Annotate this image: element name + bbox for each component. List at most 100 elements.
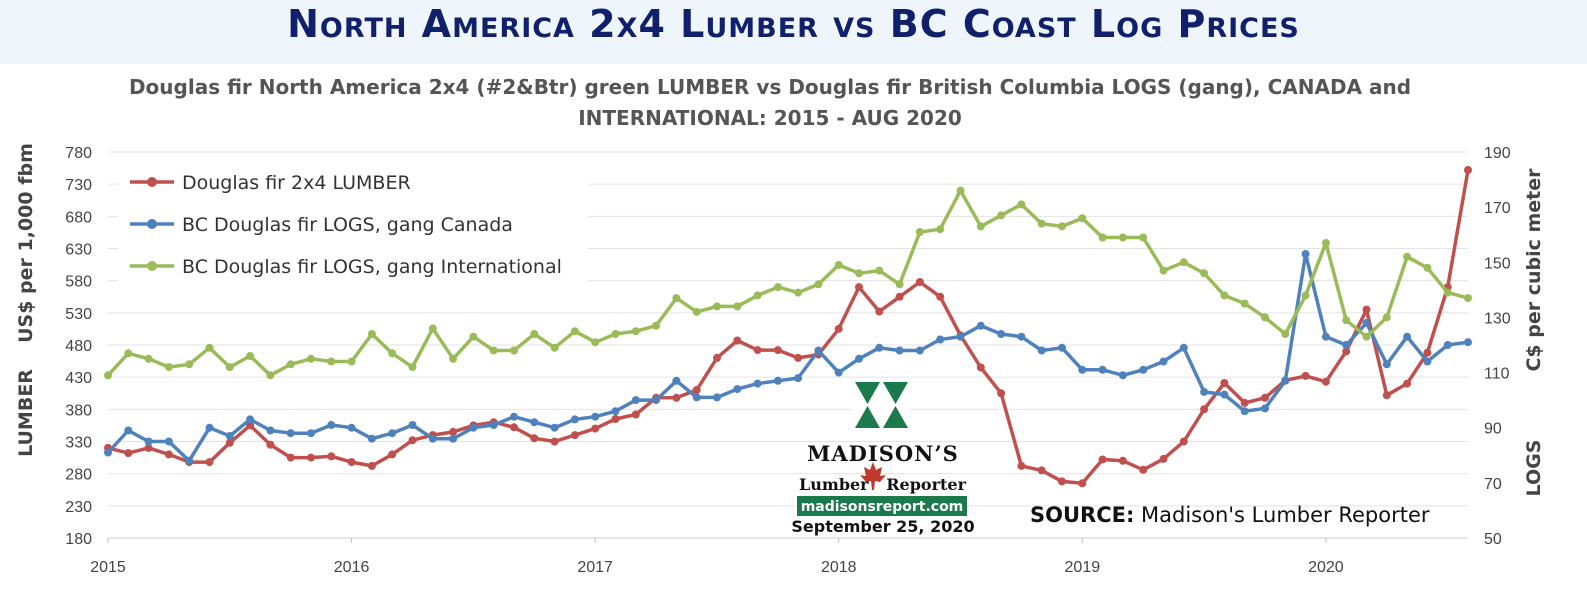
data-point (1037, 466, 1046, 475)
data-point (956, 332, 965, 341)
data-point (1321, 239, 1330, 247)
data-point (692, 393, 701, 402)
data-point (1423, 357, 1432, 366)
data-point (124, 349, 133, 358)
data-point (692, 307, 701, 316)
data-point (1058, 343, 1066, 352)
data-point (144, 437, 153, 446)
data-point (550, 437, 559, 446)
data-point (408, 436, 417, 445)
data-point (1443, 288, 1452, 297)
data-point (976, 222, 985, 231)
data-point (1159, 357, 1168, 366)
left-tick-label: 680 (65, 209, 92, 226)
data-point (530, 434, 539, 443)
data-point (1382, 313, 1391, 322)
data-point (1118, 456, 1127, 465)
data-point (104, 448, 112, 457)
data-point (1078, 479, 1087, 488)
left-tick-label: 630 (65, 242, 92, 259)
data-point (855, 283, 863, 292)
data-point (915, 346, 924, 355)
data-point (124, 449, 133, 458)
data-point (611, 330, 620, 338)
data-point (672, 376, 681, 385)
logo-mark-bl (855, 406, 880, 428)
data-point (1382, 360, 1391, 369)
data-point (713, 353, 721, 362)
right-tick-label: 90 (1484, 421, 1502, 438)
data-point (1464, 166, 1472, 174)
data-point (1321, 332, 1330, 341)
data-point (794, 288, 803, 297)
data-point (246, 415, 255, 424)
source-label: SOURCE: (1030, 503, 1134, 527)
data-point (997, 389, 1006, 398)
data-point (997, 330, 1006, 338)
data-point (449, 434, 458, 443)
data-point (936, 292, 945, 301)
data-point (875, 307, 884, 316)
data-point (1017, 200, 1026, 209)
right-tick-label: 110 (1484, 366, 1510, 383)
left-tick-label: 380 (65, 402, 92, 419)
data-point (733, 336, 742, 345)
data-point (286, 429, 295, 438)
data-point (834, 324, 843, 333)
data-point (570, 415, 579, 424)
data-point (1240, 299, 1249, 308)
left-axis-title: US$ per 1,000 fbm (15, 143, 37, 343)
data-point (895, 292, 904, 301)
left-tick-label: 530 (65, 306, 92, 323)
data-point (530, 330, 539, 338)
data-point (672, 294, 681, 303)
data-point (1362, 305, 1371, 314)
data-point (611, 407, 620, 416)
data-point (997, 211, 1006, 220)
left-tick-label: 430 (65, 370, 92, 387)
left-tick-label: 480 (65, 338, 92, 355)
data-point (164, 450, 173, 459)
x-tick-label: 2018 (821, 559, 857, 576)
data-point (1423, 348, 1432, 357)
data-point (1179, 437, 1188, 446)
left-tick-label: 230 (65, 499, 92, 516)
data-point (1261, 393, 1269, 402)
data-point (1058, 222, 1066, 231)
legend-swatch-marker (147, 177, 157, 187)
legend-box (118, 160, 588, 288)
data-point (733, 385, 742, 394)
left-tick-label: 330 (65, 435, 92, 452)
data-point (266, 426, 275, 435)
data-point (489, 346, 498, 355)
data-point (1403, 252, 1412, 261)
data-point (1261, 313, 1269, 322)
data-point (855, 269, 863, 278)
data-point (510, 346, 518, 355)
data-point (205, 423, 214, 432)
data-point (266, 371, 275, 380)
data-point (1362, 318, 1371, 327)
data-point (713, 393, 721, 402)
data-point (185, 360, 194, 369)
logo-sub-left: Lumber (799, 475, 869, 494)
logo-mark-tl (855, 382, 880, 404)
data-point (347, 458, 356, 467)
data-point (1017, 332, 1026, 341)
data-point (347, 423, 356, 432)
data-point (367, 461, 376, 470)
data-point (124, 426, 133, 435)
data-point (388, 349, 397, 358)
data-point (1037, 346, 1046, 355)
x-tick-label: 2017 (577, 559, 613, 576)
madisons-logo: MADISON’S Lumber Reporter madisonsreport… (791, 380, 975, 536)
data-point (144, 443, 153, 452)
data-point (652, 321, 661, 330)
data-point (307, 453, 315, 462)
left-tick-label: 580 (65, 274, 92, 291)
data-point (1281, 376, 1290, 385)
data-point (814, 280, 823, 289)
page-title: North America 2x4 Lumber vs BC Coast Log… (287, 2, 1300, 46)
data-point (144, 354, 153, 363)
